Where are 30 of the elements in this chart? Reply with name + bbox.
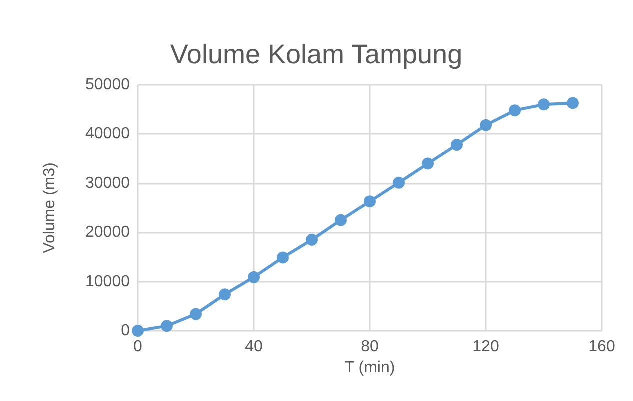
y-axis-title: Volume (m3) [42,162,58,254]
x-tick-label: 160 [588,338,616,356]
point [422,158,434,170]
point [277,252,289,264]
y-tick-label: 20000 [86,224,130,242]
y-tick-label: 50000 [86,76,130,94]
y-tick-label: 10000 [86,273,130,290]
x-tick-label: 80 [361,338,379,356]
point [219,288,231,301]
x-axis-title: T (min) [344,359,396,376]
point [509,104,521,117]
point [538,98,550,111]
point [335,214,347,226]
point [190,308,202,320]
chart-title: Volume Kolam Tampung [170,40,463,70]
x-tick-label: 0 [134,338,143,356]
x-tick-label: 120 [472,338,500,356]
point [364,196,376,208]
point [306,234,318,246]
point [132,325,144,337]
point [161,320,173,332]
point [451,139,463,152]
point [480,119,492,132]
x-tick-label: 40 [245,338,263,356]
y-tick-label: 40000 [86,126,130,143]
y-tick-label: 0 [121,322,130,340]
y-tick-label: 30000 [86,174,130,192]
point [393,176,405,189]
point [248,271,260,284]
point [567,97,579,110]
